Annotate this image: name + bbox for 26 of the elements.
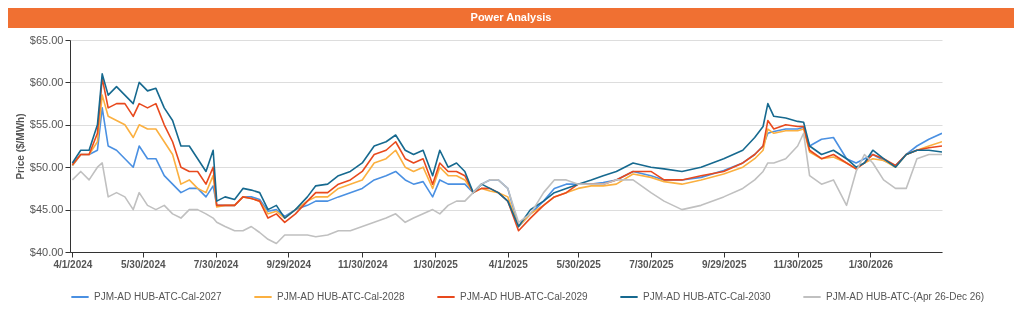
x-tick-label: 1/30/2026 — [848, 258, 894, 270]
x-tick-label: 5/30/2025 — [556, 258, 602, 270]
chart-title: Power Analysis — [470, 11, 552, 23]
y-tick-label: $55.00 — [29, 118, 64, 131]
y-axis-title: Price ($/MWh) — [14, 113, 26, 180]
y-tick-label: $65.00 — [29, 33, 64, 46]
legend-label: PJM-AD HUB-ATC-(Apr 26-Dec 26) — [826, 291, 985, 302]
x-tick-label: 9/29/2024 — [266, 258, 312, 270]
x-tick-label: 11/30/2024 — [338, 258, 388, 270]
x-tick-label: 11/30/2025 — [773, 258, 824, 270]
x-tick-label: 9/29/2025 — [701, 258, 747, 270]
x-tick-label: 5/30/2024 — [121, 258, 166, 270]
legend-label: PJM-AD HUB-ATC-Cal-2029 — [460, 291, 589, 302]
y-tick-label: $50.00 — [29, 160, 64, 173]
y-tick-label: $45.00 — [29, 203, 64, 216]
x-tick-label: 7/30/2025 — [629, 258, 675, 270]
x-tick-label: 4/1/2025 — [488, 258, 529, 270]
x-tick-label: 1/30/2025 — [413, 258, 459, 270]
legend-label: PJM-AD HUB-ATC-Cal-2028 — [277, 291, 406, 302]
y-tick-label: $60.00 — [29, 75, 64, 88]
x-tick-label: 4/1/2024 — [53, 258, 93, 270]
y-tick-label: $40.00 — [29, 245, 64, 258]
legend-label: PJM-AD HUB-ATC-Cal-2027 — [94, 291, 223, 302]
line-series — [71, 132, 942, 245]
legend-label: PJM-AD HUB-ATC-Cal-2030 — [643, 291, 772, 302]
x-tick-label: 7/30/2024 — [193, 258, 239, 270]
